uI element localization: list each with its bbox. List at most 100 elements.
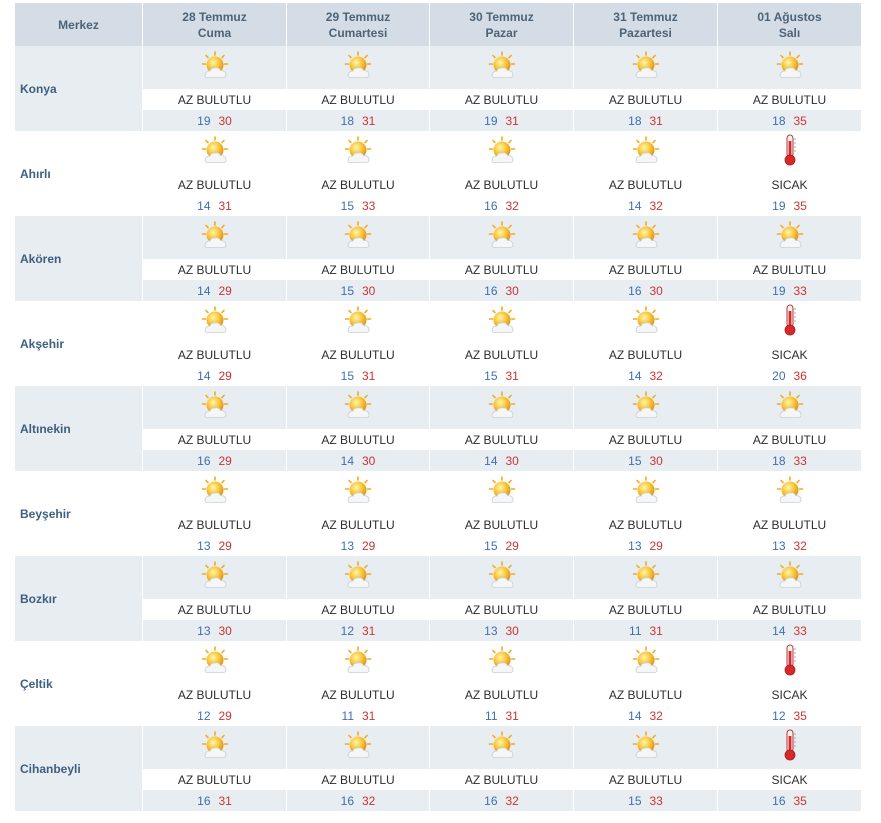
weather-icon-cell bbox=[717, 726, 861, 769]
max-temperature: 32 bbox=[362, 793, 376, 808]
city-name[interactable]: Akşehir bbox=[15, 301, 142, 386]
partly-cloudy-icon bbox=[200, 390, 230, 420]
weather-description: AZ BULUTLU bbox=[286, 259, 429, 280]
max-temperature: 31 bbox=[649, 113, 663, 128]
max-temperature: 29 bbox=[218, 283, 232, 298]
weather-description: AZ BULUTLU bbox=[429, 514, 573, 535]
partly-cloudy-icon bbox=[343, 730, 373, 760]
min-temperature: 13 bbox=[197, 623, 211, 638]
partly-cloudy-icon bbox=[775, 475, 805, 505]
weather-icon-cell bbox=[286, 216, 429, 259]
partly-cloudy-icon bbox=[631, 305, 661, 335]
city-name[interactable]: Cihanbeyli bbox=[15, 726, 142, 811]
max-temperature: 35 bbox=[793, 113, 807, 128]
min-temperature: 18 bbox=[628, 113, 642, 128]
max-temperature: 30 bbox=[505, 453, 519, 468]
temperature-cell: 15 31 bbox=[286, 365, 429, 386]
min-temperature: 14 bbox=[772, 623, 786, 638]
city-name[interactable]: Ahırlı bbox=[15, 131, 142, 216]
weather-description: AZ BULUTLU bbox=[142, 259, 286, 280]
partly-cloudy-icon bbox=[631, 50, 661, 80]
min-temperature: 16 bbox=[340, 793, 354, 808]
weather-description: AZ BULUTLU bbox=[429, 259, 573, 280]
forecast-table: Merkez 28 Temmuz Cuma 29 Temmuz Cumartesi … bbox=[15, 3, 861, 811]
temperature-cell: 15 30 bbox=[573, 450, 717, 471]
city-name[interactable]: Konya bbox=[15, 46, 142, 131]
partly-cloudy-icon bbox=[631, 220, 661, 250]
temperature-cell: 20 36 bbox=[717, 365, 861, 386]
forecast-row-temps: 13 29 13 29 15 29 13 29 13 32 bbox=[15, 535, 861, 556]
temperature-cell: 16 32 bbox=[429, 195, 573, 216]
partly-cloudy-icon bbox=[200, 730, 230, 760]
weather-icon-cell bbox=[142, 386, 286, 429]
weather-description: AZ BULUTLU bbox=[142, 174, 286, 195]
weather-description: AZ BULUTLU bbox=[286, 429, 429, 450]
weather-icon-cell bbox=[573, 556, 717, 599]
weather-description: AZ BULUTLU bbox=[429, 429, 573, 450]
city-name[interactable]: Bozkır bbox=[15, 556, 142, 641]
weather-description: AZ BULUTLU bbox=[573, 89, 717, 110]
min-temperature: 15 bbox=[340, 198, 354, 213]
header-day-3: 30 Temmuz Pazar bbox=[429, 3, 573, 46]
partly-cloudy-icon bbox=[631, 390, 661, 420]
partly-cloudy-icon bbox=[631, 730, 661, 760]
partly-cloudy-icon bbox=[343, 390, 373, 420]
weather-description: AZ BULUTLU bbox=[573, 259, 717, 280]
min-temperature: 18 bbox=[772, 453, 786, 468]
header-date: 29 Temmuz bbox=[325, 9, 391, 24]
weather-icon-cell bbox=[142, 726, 286, 769]
min-temperature: 12 bbox=[340, 623, 354, 638]
partly-cloudy-icon bbox=[200, 645, 230, 675]
min-temperature: 15 bbox=[628, 793, 642, 808]
partly-cloudy-icon bbox=[775, 560, 805, 590]
city-name[interactable]: Akören bbox=[15, 216, 142, 301]
temperature-cell: 11 31 bbox=[286, 705, 429, 726]
min-temperature: 12 bbox=[772, 708, 786, 723]
partly-cloudy-icon bbox=[343, 50, 373, 80]
min-temperature: 15 bbox=[484, 538, 498, 553]
partly-cloudy-icon bbox=[343, 645, 373, 675]
city-name[interactable]: Altınekin bbox=[15, 386, 142, 471]
weather-icon-cell bbox=[429, 641, 573, 684]
header-day-5: 01 Ağustos Salı bbox=[717, 3, 861, 46]
thermometer-icon bbox=[775, 728, 805, 762]
temperature-cell: 12 35 bbox=[717, 705, 861, 726]
partly-cloudy-icon bbox=[487, 730, 517, 760]
max-temperature: 31 bbox=[362, 368, 376, 383]
city-name[interactable]: Beyşehir bbox=[15, 471, 142, 556]
temperature-cell: 14 32 bbox=[573, 365, 717, 386]
partly-cloudy-icon bbox=[631, 475, 661, 505]
header-date: 01 Ağustos bbox=[757, 9, 822, 24]
max-temperature: 31 bbox=[362, 623, 376, 638]
temperature-cell: 16 32 bbox=[429, 790, 573, 811]
min-temperature: 16 bbox=[628, 283, 642, 298]
forecast-row: Bozkır bbox=[15, 556, 861, 641]
temperature-cell: 18 31 bbox=[286, 110, 429, 131]
forecast-row: Ahırlı bbox=[15, 131, 861, 216]
min-temperature: 11 bbox=[485, 708, 498, 723]
temperature-cell: 13 32 bbox=[717, 535, 861, 556]
max-temperature: 33 bbox=[649, 793, 663, 808]
forecast-row-desc: AZ BULUTLU AZ BULUTLU AZ BULUTLU AZ BULUTLU… bbox=[15, 259, 861, 280]
temperature-cell: 14 33 bbox=[717, 620, 861, 641]
weather-description: AZ BULUTLU bbox=[573, 684, 717, 705]
min-temperature: 14 bbox=[628, 198, 642, 213]
max-temperature: 32 bbox=[649, 708, 663, 723]
weather-icon-cell bbox=[142, 131, 286, 174]
partly-cloudy-icon bbox=[487, 390, 517, 420]
weather-icon-cell bbox=[142, 216, 286, 259]
forecast-row-temps: 19 30 18 31 19 31 18 31 18 35 bbox=[15, 110, 861, 131]
partly-cloudy-icon bbox=[487, 220, 517, 250]
header-date: 28 Temmuz bbox=[182, 9, 247, 24]
temperature-cell: 11 31 bbox=[429, 705, 573, 726]
city-name[interactable]: Çeltik bbox=[15, 641, 142, 726]
header-weekday: Cuma bbox=[197, 25, 232, 40]
min-temperature: 11 bbox=[341, 708, 354, 723]
temperature-cell: 13 29 bbox=[142, 535, 286, 556]
max-temperature: 30 bbox=[505, 623, 519, 638]
weather-icon-cell bbox=[717, 556, 861, 599]
max-temperature: 29 bbox=[218, 368, 232, 383]
weather-icon-cell bbox=[573, 726, 717, 769]
temperature-cell: 16 31 bbox=[142, 790, 286, 811]
max-temperature: 33 bbox=[793, 283, 807, 298]
